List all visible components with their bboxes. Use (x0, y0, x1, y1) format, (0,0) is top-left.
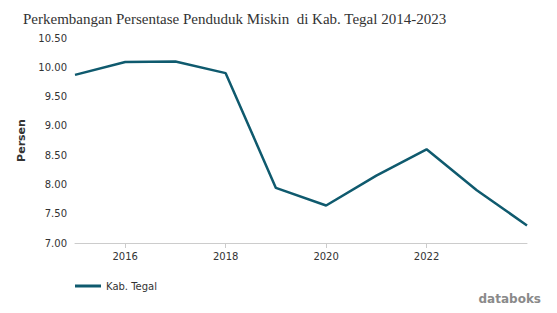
svg-text:Kab. Tegal: Kab. Tegal (106, 281, 157, 292)
svg-text:2016: 2016 (112, 251, 137, 262)
svg-text:Perkembangan Persentase Pendud: Perkembangan Persentase Penduduk Miskin … (23, 11, 446, 27)
svg-text:8.00: 8.00 (45, 179, 67, 190)
svg-text:2022: 2022 (414, 251, 439, 262)
svg-text:2020: 2020 (313, 251, 338, 262)
svg-text:2018: 2018 (213, 251, 238, 262)
svg-text:7.00: 7.00 (45, 238, 67, 249)
svg-text:8.50: 8.50 (45, 150, 67, 161)
svg-text:7.50: 7.50 (45, 208, 67, 219)
svg-text:9.50: 9.50 (45, 91, 67, 102)
svg-text:10.00: 10.00 (38, 62, 67, 73)
svg-text:Persen: Persen (15, 119, 28, 162)
svg-text:10.50: 10.50 (38, 33, 67, 44)
svg-text:9.00: 9.00 (45, 120, 67, 131)
svg-text:databoks: databoks (479, 292, 541, 306)
